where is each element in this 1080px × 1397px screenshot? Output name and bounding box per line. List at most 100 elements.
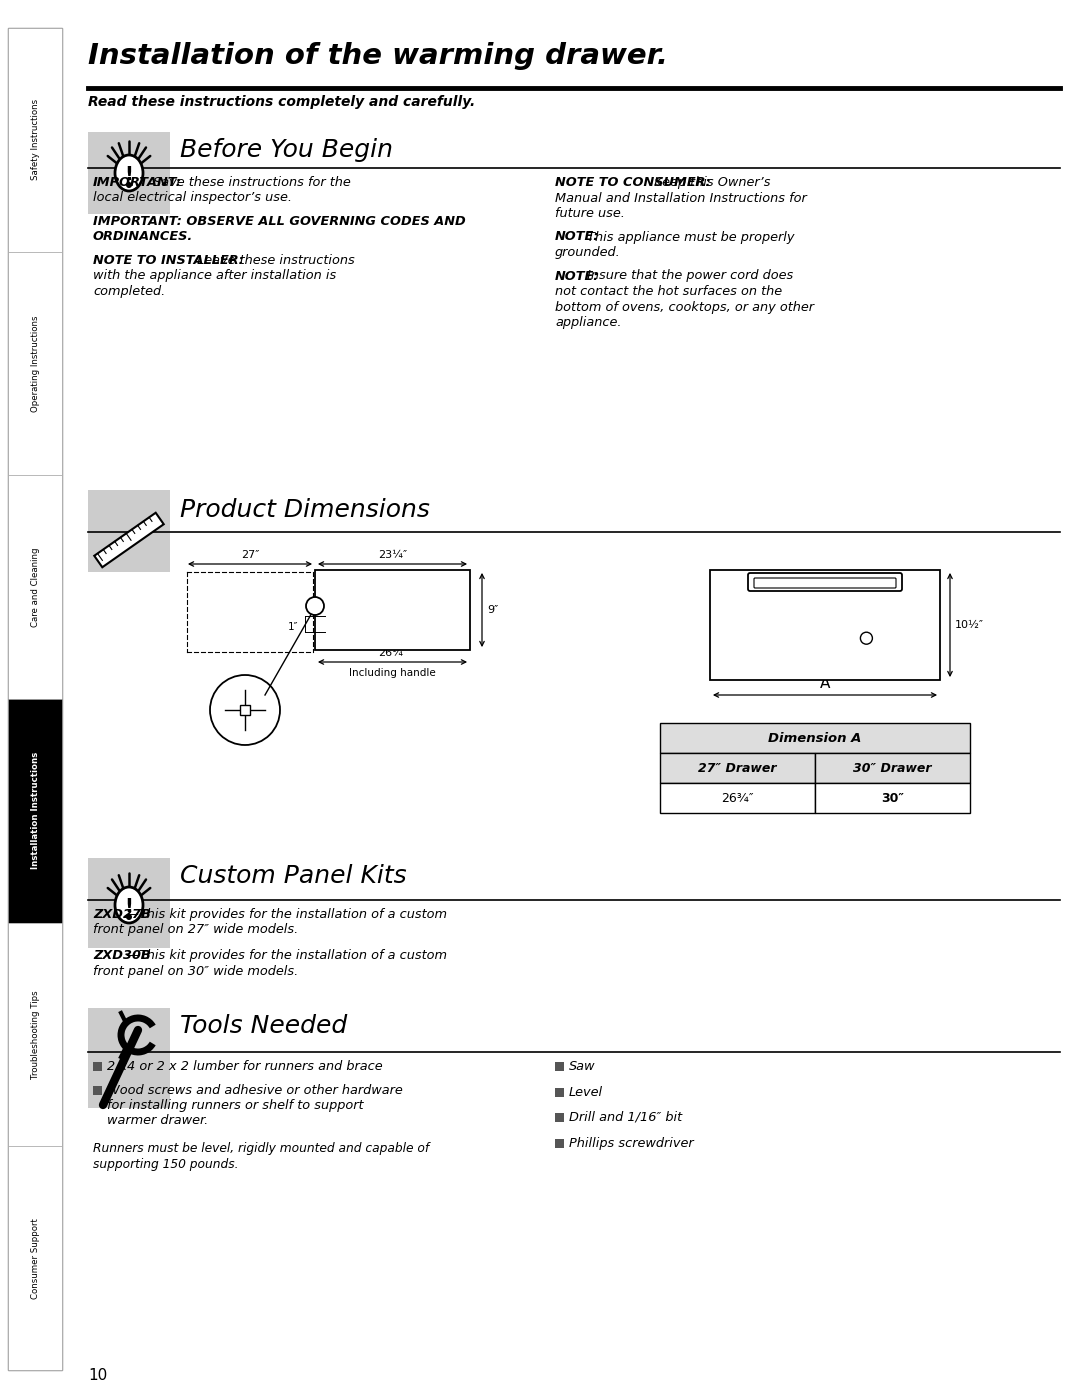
- Text: grounded.: grounded.: [555, 246, 621, 258]
- Bar: [660, 753, 815, 782]
- Text: front panel on 30″ wide models.: front panel on 30″ wide models.: [93, 964, 298, 978]
- Bar: [93, 1085, 102, 1094]
- Text: 27″ Drawer: 27″ Drawer: [699, 761, 777, 774]
- Text: Installation of the warming drawer.: Installation of the warming drawer.: [87, 42, 669, 70]
- Text: IMPORTANT:: IMPORTANT:: [93, 176, 181, 189]
- Text: A: A: [820, 676, 831, 692]
- Bar: [8, 28, 62, 1370]
- Bar: [660, 782, 815, 813]
- Text: Wood screws and adhesive or other hardware: Wood screws and adhesive or other hardwa…: [107, 1084, 403, 1097]
- Circle shape: [126, 914, 132, 921]
- Circle shape: [306, 597, 324, 615]
- Text: Insure that the power cord does: Insure that the power cord does: [583, 270, 793, 282]
- Bar: [815, 782, 970, 813]
- Bar: [555, 1087, 564, 1097]
- Bar: [87, 490, 170, 571]
- Text: Read these instructions completely and carefully.: Read these instructions completely and c…: [87, 95, 475, 109]
- Text: for installing runners or shelf to support: for installing runners or shelf to suppo…: [107, 1099, 364, 1112]
- Text: Level: Level: [569, 1085, 603, 1098]
- Text: Installation Instructions: Installation Instructions: [30, 752, 40, 869]
- Text: Care and Cleaning: Care and Cleaning: [30, 548, 40, 627]
- Ellipse shape: [114, 155, 143, 191]
- Text: Phillips screwdriver: Phillips screwdriver: [569, 1137, 693, 1150]
- Text: Safety Instructions: Safety Instructions: [30, 99, 40, 180]
- Text: with the appliance after installation is: with the appliance after installation is: [93, 270, 336, 282]
- Bar: [94, 513, 164, 567]
- Text: Troubleshooting Tips: Troubleshooting Tips: [30, 990, 40, 1078]
- Text: IMPORTANT: OBSERVE ALL GOVERNING CODES AND: IMPORTANT: OBSERVE ALL GOVERNING CODES A…: [93, 215, 465, 228]
- Text: 27″: 27″: [241, 550, 259, 560]
- Text: supporting 150 pounds.: supporting 150 pounds.: [93, 1158, 239, 1171]
- Text: 26¾″: 26¾″: [721, 792, 754, 805]
- Text: Leave these instructions: Leave these instructions: [193, 254, 355, 267]
- Text: Tools Needed: Tools Needed: [180, 1014, 348, 1038]
- Text: Saw: Saw: [569, 1060, 595, 1073]
- Text: 10: 10: [87, 1368, 107, 1383]
- Text: Runners must be level, rigidly mounted and capable of: Runners must be level, rigidly mounted a…: [93, 1141, 429, 1155]
- Bar: [710, 570, 940, 680]
- Text: warmer drawer.: warmer drawer.: [107, 1115, 208, 1127]
- Text: 10½″: 10½″: [955, 620, 984, 630]
- Text: Custom Panel Kits: Custom Panel Kits: [180, 863, 407, 888]
- Text: 26¼″: 26¼″: [378, 648, 407, 658]
- Bar: [240, 705, 249, 715]
- Text: Keep this Owner’s: Keep this Owner’s: [650, 176, 770, 189]
- Text: This appliance must be properly: This appliance must be properly: [583, 231, 795, 243]
- Text: Drill and 1/16″ bit: Drill and 1/16″ bit: [569, 1111, 683, 1125]
- Text: Dimension A: Dimension A: [768, 732, 862, 745]
- Text: local electrical inspector’s use.: local electrical inspector’s use.: [93, 191, 292, 204]
- Text: 30″: 30″: [881, 792, 904, 805]
- Text: front panel on 27″ wide models.: front panel on 27″ wide models.: [93, 923, 298, 936]
- Bar: [8, 698, 62, 922]
- Text: ZXD27B: ZXD27B: [93, 908, 151, 921]
- Bar: [660, 724, 970, 753]
- Text: ZXD30B: ZXD30B: [93, 949, 151, 963]
- Circle shape: [861, 633, 873, 644]
- Text: not contact the hot surfaces on the: not contact the hot surfaces on the: [555, 285, 782, 298]
- Text: future use.: future use.: [555, 207, 625, 219]
- FancyBboxPatch shape: [748, 573, 902, 591]
- Bar: [555, 1062, 564, 1071]
- Bar: [8, 475, 62, 698]
- Text: Product Dimensions: Product Dimensions: [180, 497, 430, 522]
- Text: Operating Instructions: Operating Instructions: [30, 316, 40, 412]
- Ellipse shape: [114, 887, 143, 923]
- Text: !: !: [124, 165, 134, 184]
- Bar: [555, 1113, 564, 1122]
- Bar: [93, 1062, 102, 1071]
- Bar: [8, 28, 62, 251]
- Text: Consumer Support: Consumer Support: [30, 1218, 40, 1299]
- Bar: [8, 1147, 62, 1370]
- Text: —This kit provides for the installation of a custom: —This kit provides for the installation …: [126, 908, 447, 921]
- Text: !: !: [124, 897, 134, 916]
- Text: bottom of ovens, cooktops, or any other: bottom of ovens, cooktops, or any other: [555, 300, 814, 313]
- Text: NOTE:: NOTE:: [555, 231, 599, 243]
- Bar: [315, 570, 470, 650]
- Text: NOTE TO CONSUMER:: NOTE TO CONSUMER:: [555, 176, 711, 189]
- Text: Manual and Installation Instructions for: Manual and Installation Instructions for: [555, 191, 807, 204]
- Circle shape: [126, 182, 132, 189]
- Text: appliance.: appliance.: [555, 316, 621, 330]
- FancyBboxPatch shape: [754, 578, 896, 588]
- Bar: [87, 1009, 170, 1108]
- Text: NOTE TO INSTALLER:: NOTE TO INSTALLER:: [93, 254, 244, 267]
- Bar: [8, 922, 62, 1147]
- Text: —This kit provides for the installation of a custom: —This kit provides for the installation …: [126, 949, 447, 963]
- Bar: [87, 131, 170, 214]
- Text: 30″ Drawer: 30″ Drawer: [853, 761, 932, 774]
- Text: 1″: 1″: [287, 622, 298, 631]
- Bar: [87, 858, 170, 949]
- Text: 9″: 9″: [487, 605, 498, 615]
- Text: 2 x4 or 2 x 2 lumber for runners and brace: 2 x4 or 2 x 2 lumber for runners and bra…: [107, 1060, 382, 1073]
- Text: Save these instructions for the: Save these instructions for the: [149, 176, 351, 189]
- Text: 23¼″: 23¼″: [378, 550, 407, 560]
- Bar: [8, 251, 62, 475]
- Text: ORDINANCES.: ORDINANCES.: [93, 231, 193, 243]
- Text: Including handle: Including handle: [349, 668, 436, 678]
- Text: Before You Begin: Before You Begin: [180, 138, 393, 162]
- Bar: [555, 1139, 564, 1147]
- Bar: [815, 753, 970, 782]
- Text: completed.: completed.: [93, 285, 165, 298]
- Circle shape: [210, 675, 280, 745]
- Text: NOTE:: NOTE:: [555, 270, 599, 282]
